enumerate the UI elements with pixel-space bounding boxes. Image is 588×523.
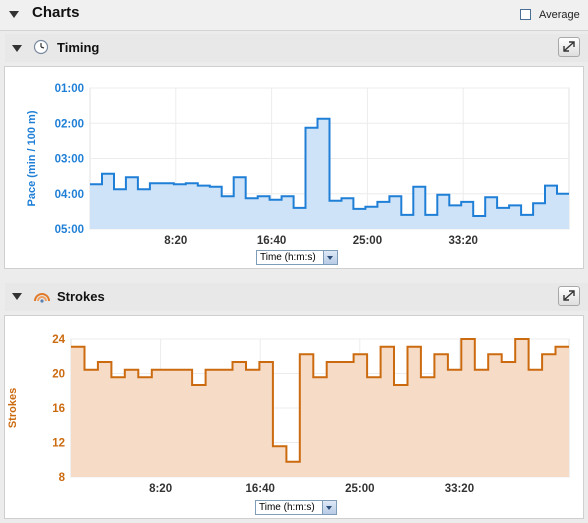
collapse-triangle-icon[interactable] xyxy=(12,293,22,300)
strokes-y-tick-label: 8 xyxy=(59,472,66,484)
timing-series-line xyxy=(90,117,569,217)
charts-header[interactable]: Charts Average xyxy=(0,0,588,31)
strokes-title: Strokes xyxy=(57,289,105,304)
timing-expand-button[interactable] xyxy=(558,37,580,57)
timing-chart: 01:00 02:00 03:00 04:00 05:00 8:20 16:40 25:00 3… xyxy=(26,83,570,247)
average-label[interactable]: Average xyxy=(539,9,580,21)
charts-title: Charts xyxy=(32,4,80,21)
expand-icon xyxy=(563,41,575,52)
strokes-x-axis-select-label: Time (h:m:s) xyxy=(259,502,315,513)
strokes-y-tick-label: 12 xyxy=(52,438,65,450)
chevron-down-icon[interactable] xyxy=(322,501,336,514)
timing-section-header[interactable]: Timing xyxy=(5,34,588,62)
strokes-series-line xyxy=(71,338,569,463)
strokes-y-tick-label: 24 xyxy=(52,334,65,346)
chevron-down-icon[interactable] xyxy=(323,251,337,264)
strokes-series-area xyxy=(71,339,569,477)
clock-icon xyxy=(33,39,49,55)
timing-y-axis-label: Pace (min / 100 m) xyxy=(26,110,38,206)
timing-y-tick-label: 03:00 xyxy=(55,154,84,166)
timing-x-tick-label: 25:00 xyxy=(353,235,382,247)
collapse-triangle-icon[interactable] xyxy=(12,45,22,52)
strokes-y-tick-label: 16 xyxy=(52,403,65,415)
collapse-triangle-icon[interactable] xyxy=(9,11,19,18)
strokes-x-axis-select[interactable]: Time (h:m:s) xyxy=(255,500,337,515)
expand-icon xyxy=(563,290,575,301)
strokes-x-tick-label: 25:00 xyxy=(345,483,374,495)
strokes-chart-panel: 24 20 16 12 8 8:20 16:40 25:00 33:20 Strokes Time… xyxy=(4,315,584,519)
average-checkbox[interactable] xyxy=(520,9,531,20)
timing-x-tick-label: 33:20 xyxy=(448,235,477,247)
timing-x-axis-select-label: Time (h:m:s) xyxy=(260,252,316,263)
strokes-y-axis-label: Strokes xyxy=(7,388,19,428)
strokes-section-header[interactable]: Strokes xyxy=(5,283,588,311)
timing-y-tick-label: 04:00 xyxy=(55,189,84,201)
timing-chart-panel: 01:00 02:00 03:00 04:00 05:00 8:20 16:40 25:00 3… xyxy=(4,66,584,269)
timing-y-tick-label: 02:00 xyxy=(55,118,84,130)
timing-y-tick-label: 01:00 xyxy=(55,83,84,95)
strokes-expand-button[interactable] xyxy=(558,286,580,306)
strokes-y-tick-label: 20 xyxy=(52,369,65,381)
timing-y-tick-label: 05:00 xyxy=(55,224,84,236)
strokes-icon xyxy=(34,293,50,303)
strokes-x-tick-label: 33:20 xyxy=(445,483,474,495)
timing-title: Timing xyxy=(57,40,100,55)
timing-x-axis-select[interactable]: Time (h:m:s) xyxy=(256,250,338,265)
strokes-chart: 24 20 16 12 8 8:20 16:40 25:00 33:20 Strokes xyxy=(7,334,570,495)
strokes-x-tick-label: 8:20 xyxy=(149,483,172,495)
timing-x-tick-label: 8:20 xyxy=(164,235,187,247)
timing-x-tick-label: 16:40 xyxy=(257,235,286,247)
strokes-x-tick-label: 16:40 xyxy=(245,483,274,495)
